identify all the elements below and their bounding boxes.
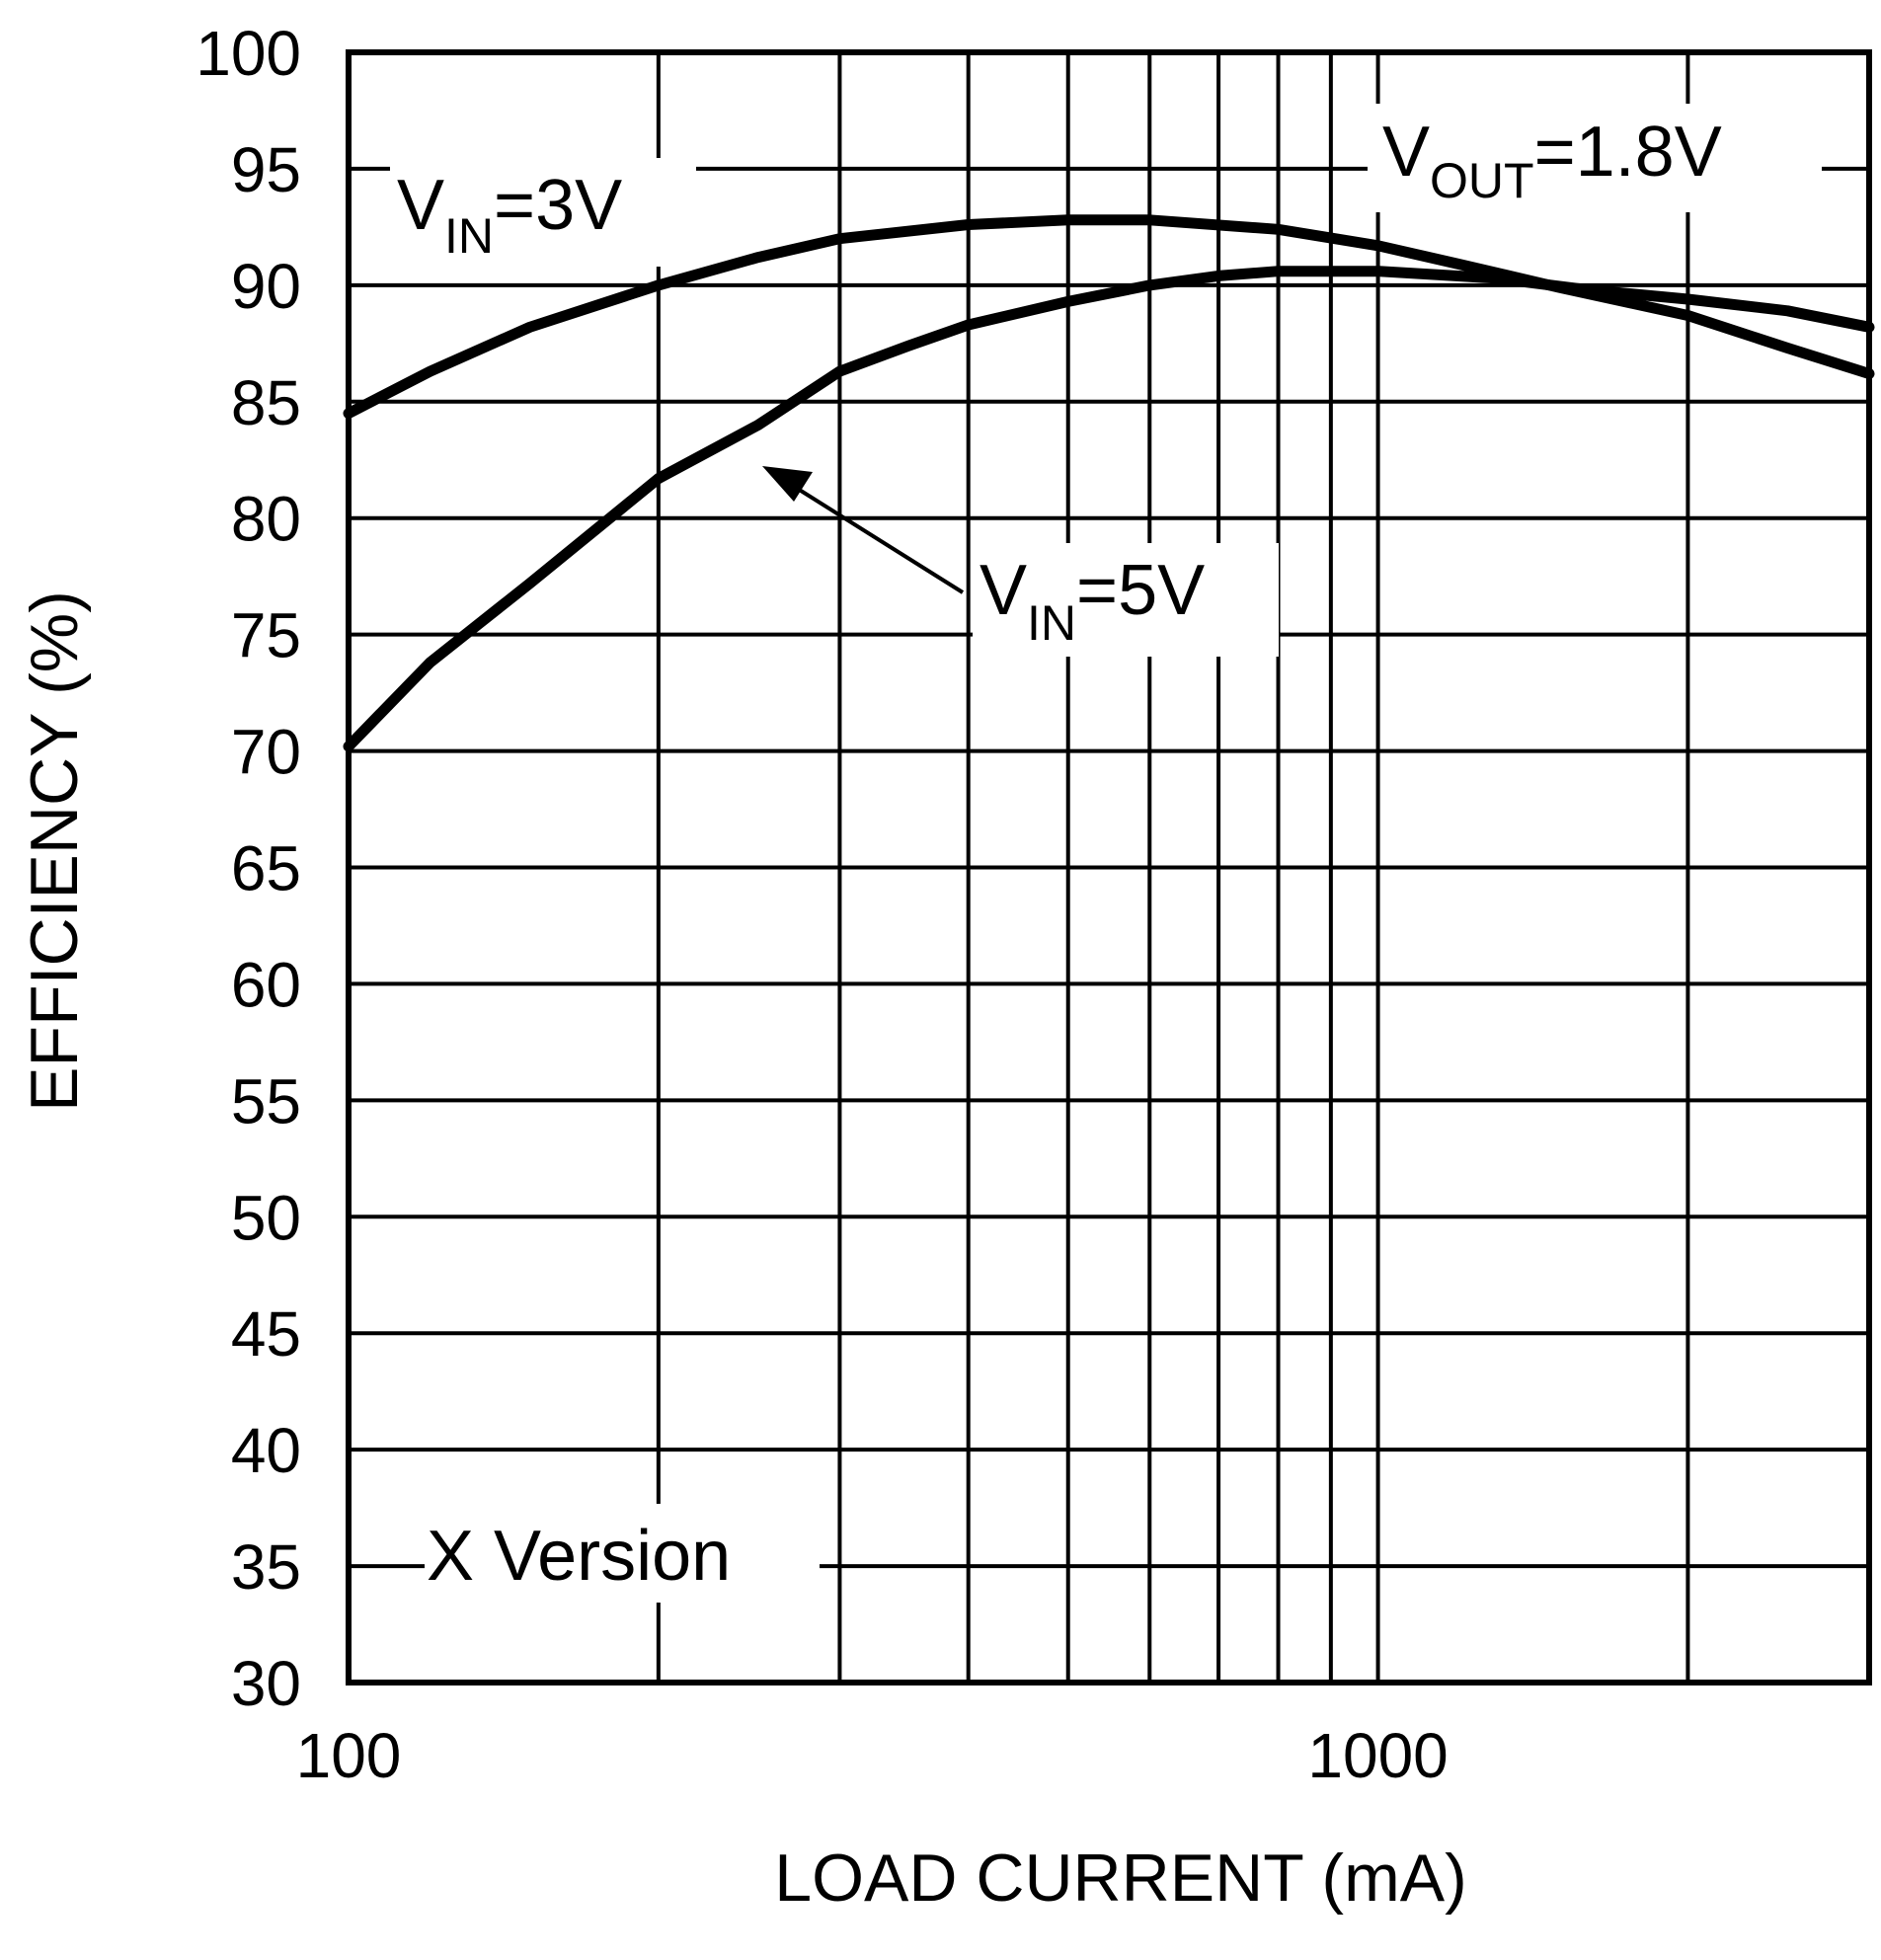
y-tick-label: 65 [231, 833, 301, 904]
series-line-vin-5v [343, 266, 1875, 752]
annotations: VOUT=1.8V VIN=3V VIN=5V X Version [390, 104, 1822, 1603]
y-tick-label: 40 [231, 1415, 301, 1486]
y-tick-label: 30 [231, 1648, 301, 1719]
vin5-arrow-line [780, 477, 965, 594]
vout-label: VOUT=1.8V [1382, 113, 1722, 208]
y-tick-label: 60 [231, 949, 301, 1020]
vout-label-rest: =1.8V [1534, 113, 1722, 192]
version-label-bg [425, 1504, 820, 1603]
vin3-label-sub: IN [444, 208, 494, 264]
x-tick-label: 1000 [1307, 1720, 1448, 1791]
y-tick-label: 35 [231, 1531, 301, 1603]
version-label: X Version [427, 1517, 731, 1596]
vout-label-main: V [1382, 113, 1430, 192]
vout-label-bg [1368, 104, 1822, 212]
vin3-label-bg [390, 158, 696, 267]
vout-label-sub: OUT [1430, 153, 1534, 208]
y-tick-label: 85 [231, 367, 301, 438]
y-tick-label: 70 [231, 717, 301, 788]
vin3-label-main: V [397, 166, 444, 245]
vin5-label-rest: =5V [1076, 551, 1205, 630]
vin5-label-sub: IN [1027, 595, 1076, 651]
y-axis-title: EFFICIENCY (%) [17, 590, 92, 1112]
curves [343, 214, 1875, 752]
x-tick-label: 100 [296, 1720, 402, 1791]
y-tick-label: 50 [231, 1182, 301, 1253]
x-axis-title: LOAD CURRENT (mA) [774, 1841, 1466, 1916]
plot-frame [346, 49, 1872, 1686]
tick-labels: 30 35 40 45 50 55 60 65 70 75 80 85 90 95 100 100 1000 [196, 18, 1449, 1791]
y-tick-label: 45 [231, 1298, 301, 1370]
series-line-vin-3v [343, 214, 1875, 420]
vin5-label-bg [973, 543, 1279, 657]
vin3-label: VIN=3V [397, 166, 622, 264]
y-tick-label: 75 [231, 600, 301, 671]
y-tick-label: 55 [231, 1065, 301, 1137]
vin5-arrow-head [762, 466, 813, 502]
y-tick-label: 100 [196, 18, 301, 89]
vin3-label-rest: =3V [494, 166, 622, 245]
vin5-label-main: V [980, 551, 1027, 630]
vin5-label: VIN=5V [980, 551, 1205, 651]
y-tick-label: 90 [231, 251, 301, 322]
y-tick-label: 80 [231, 484, 301, 555]
y-tick-label: 95 [231, 134, 301, 205]
